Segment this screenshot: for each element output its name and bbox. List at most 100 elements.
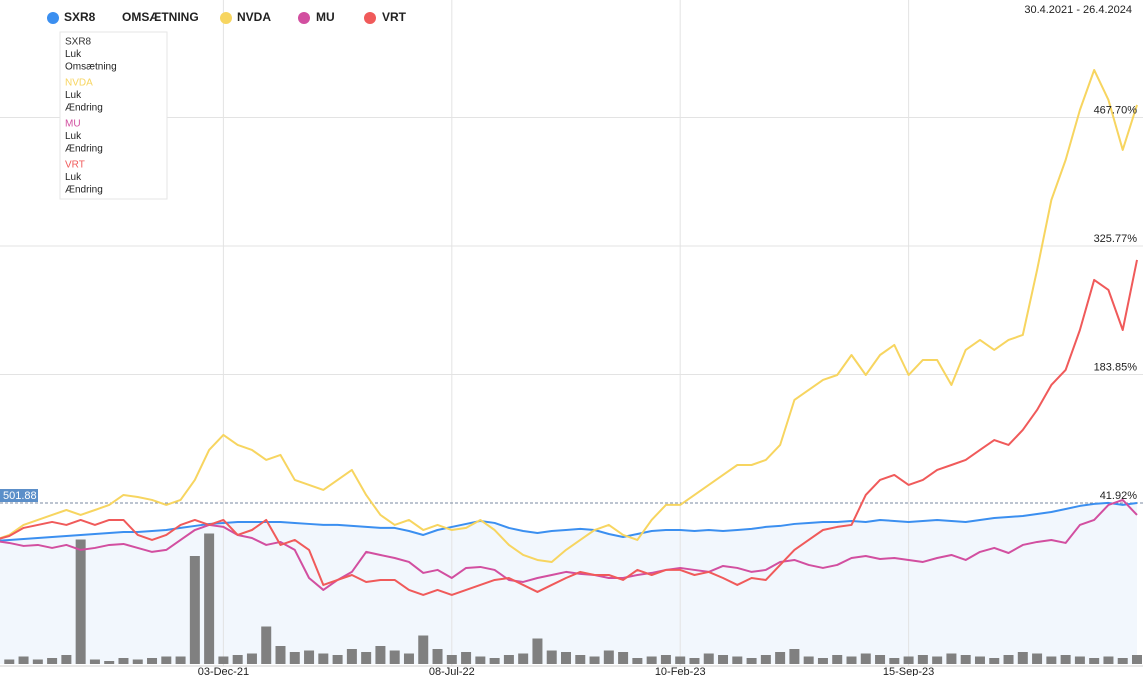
tooltip-box bbox=[59, 31, 168, 200]
volume-bar bbox=[846, 656, 857, 664]
volume-bar bbox=[32, 659, 43, 664]
volume-bar bbox=[803, 656, 814, 664]
volume-bar bbox=[75, 539, 86, 664]
tooltip-row: Ændring bbox=[65, 103, 103, 114]
volume-bar bbox=[689, 658, 700, 664]
volume-bar bbox=[47, 658, 58, 664]
legend-label: OMSÆTNING bbox=[122, 10, 199, 24]
volume-bar bbox=[18, 656, 29, 664]
bar-layer bbox=[4, 533, 1142, 664]
volume-bar bbox=[204, 533, 215, 664]
tooltip-series: SXR8 bbox=[65, 37, 92, 48]
volume-bar bbox=[917, 655, 928, 664]
volume-bar bbox=[1103, 656, 1114, 664]
volume-bar bbox=[989, 658, 1000, 664]
volume-bar bbox=[1132, 655, 1142, 664]
legend-label: SXR8 bbox=[64, 10, 96, 24]
volume-bar bbox=[1046, 656, 1057, 664]
line bbox=[0, 498, 1138, 591]
volume-bar bbox=[275, 646, 286, 664]
volume-bar bbox=[632, 658, 643, 664]
volume-bar bbox=[1032, 653, 1043, 664]
line bbox=[0, 501, 1138, 542]
tooltip-row: Omsætning bbox=[65, 62, 117, 73]
volume-bar bbox=[932, 656, 943, 664]
legend-marker bbox=[47, 12, 59, 24]
volume-bar bbox=[132, 659, 143, 664]
volume-bar bbox=[403, 653, 414, 664]
volume-bar bbox=[432, 649, 443, 664]
tooltip-row: Ændring bbox=[65, 185, 103, 196]
volume-bar bbox=[446, 655, 457, 664]
volume-bar bbox=[1017, 652, 1028, 664]
volume-bar bbox=[475, 656, 486, 664]
volume-bar bbox=[261, 626, 272, 664]
volume-bar bbox=[1003, 655, 1014, 664]
volume-bar bbox=[760, 655, 771, 664]
volume-bar bbox=[4, 659, 15, 664]
volume-bar bbox=[718, 655, 729, 664]
volume-bar bbox=[875, 655, 886, 664]
y-tick-label: 325.77% bbox=[1094, 233, 1138, 245]
volume-bar bbox=[1060, 655, 1071, 664]
volume-bar bbox=[889, 658, 900, 664]
legend-label: NVDA bbox=[237, 10, 271, 24]
volume-bar bbox=[518, 653, 529, 664]
price-label: 501.88 bbox=[3, 490, 37, 502]
tooltip-series: NVDA bbox=[65, 78, 93, 89]
y-tick-label: 467.70% bbox=[1094, 104, 1138, 116]
volume-bar bbox=[175, 656, 186, 664]
volume-bar bbox=[603, 650, 614, 664]
volume-bar bbox=[532, 638, 543, 664]
tooltip-row: Luk bbox=[65, 172, 82, 183]
tooltip-row: Luk bbox=[65, 90, 82, 101]
volume-bar bbox=[89, 659, 100, 664]
volume-bar bbox=[189, 556, 200, 664]
legend-marker bbox=[298, 12, 310, 24]
volume-bar bbox=[332, 655, 343, 664]
volume-bar bbox=[646, 656, 657, 664]
legend-marker bbox=[364, 12, 376, 24]
area-layer bbox=[0, 502, 1137, 664]
line-layer bbox=[0, 68, 1138, 596]
volume-bar bbox=[61, 655, 72, 664]
line bbox=[0, 259, 1138, 596]
volume-bar bbox=[161, 656, 172, 664]
tooltip-series: VRT bbox=[65, 160, 85, 171]
x-tick-label: 08-Jul-22 bbox=[429, 666, 475, 676]
date-range: 30.4.2021 - 26.4.2024 bbox=[1024, 4, 1132, 16]
volume-bar bbox=[775, 652, 786, 664]
tooltip-series: MU bbox=[65, 119, 81, 130]
volume-bar bbox=[246, 653, 257, 664]
legend-label: MU bbox=[316, 10, 335, 24]
volume-bar bbox=[147, 658, 158, 664]
volume-bar bbox=[789, 649, 800, 664]
volume-bar bbox=[546, 650, 557, 664]
y-tick-label: 183.85% bbox=[1094, 361, 1138, 373]
price-label-box bbox=[0, 489, 38, 503]
label-layer: 03-Dec-21 08-Jul-22 10-Feb-23 15-Sep-23 41.9… bbox=[0, 10, 1137, 676]
volume-bar bbox=[974, 656, 985, 664]
volume-bar bbox=[575, 655, 586, 664]
volume-bar bbox=[618, 652, 629, 664]
volume-bar bbox=[960, 655, 971, 664]
volume-bar bbox=[489, 658, 500, 664]
volume-bar bbox=[561, 652, 571, 664]
tooltip-row: Ændring bbox=[65, 144, 103, 155]
volume-bar bbox=[675, 656, 686, 664]
volume-bar bbox=[232, 655, 243, 664]
volume-bar bbox=[1074, 656, 1085, 664]
volume-bar bbox=[660, 655, 671, 664]
volume-bar bbox=[860, 653, 871, 664]
legend-label: VRT bbox=[382, 10, 407, 24]
area bbox=[0, 502, 1137, 664]
volume-bar bbox=[418, 635, 429, 664]
volume-bar bbox=[903, 656, 914, 664]
volume-bar bbox=[289, 652, 300, 664]
volume-bar bbox=[946, 653, 957, 664]
legend-marker bbox=[220, 12, 232, 24]
volume-bar bbox=[104, 661, 115, 664]
